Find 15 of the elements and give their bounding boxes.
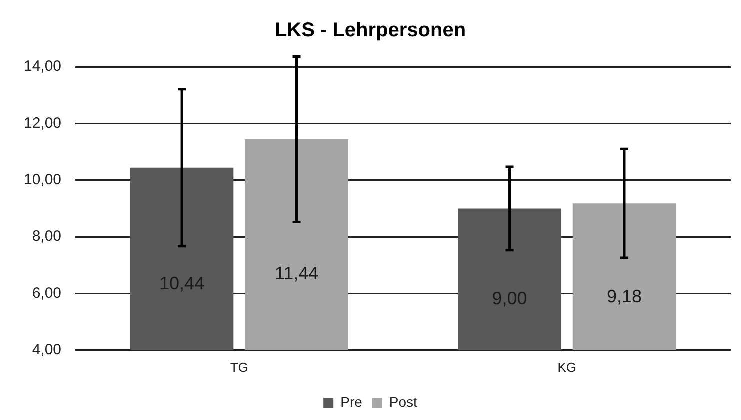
y-tick-label: 12,00 (24, 114, 62, 132)
y-tick-label: 14,00 (24, 58, 62, 76)
data-label: 10,44 (160, 274, 205, 294)
y-tick-label: 4,00 (32, 342, 62, 359)
data-label: 9,18 (606, 286, 642, 307)
legend-label: Pre (340, 394, 363, 410)
x-tick-label: KG (558, 360, 577, 375)
chart-title: LKS - Lehrpersonen (274, 20, 466, 42)
x-tick-label: TG (230, 360, 248, 375)
y-tick-label: 6,00 (32, 284, 62, 302)
legend-label: Post (389, 394, 418, 410)
data-label: 9,00 (492, 288, 528, 308)
data-label: 11,44 (274, 263, 319, 284)
y-tick-label: 8,00 (32, 228, 62, 246)
y-tick-label: 10,00 (24, 172, 62, 188)
